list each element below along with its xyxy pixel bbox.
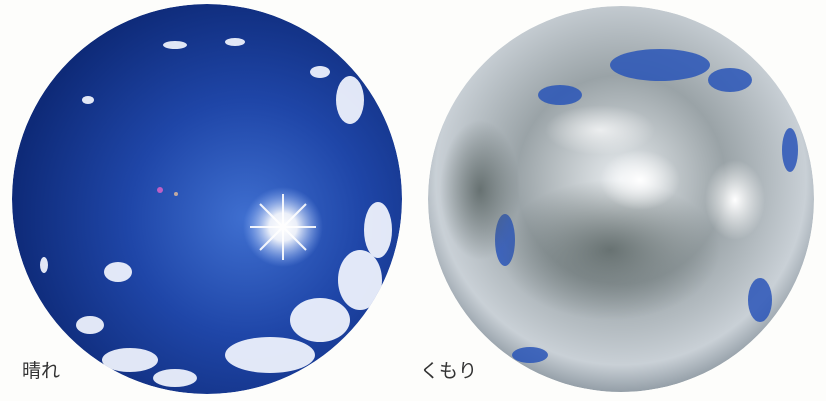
label: 晴れ: [22, 360, 60, 382]
clear-sky-photo: [12, 4, 402, 394]
cloudy-sky-photo: [428, 6, 814, 392]
label: くもり: [420, 360, 477, 382]
